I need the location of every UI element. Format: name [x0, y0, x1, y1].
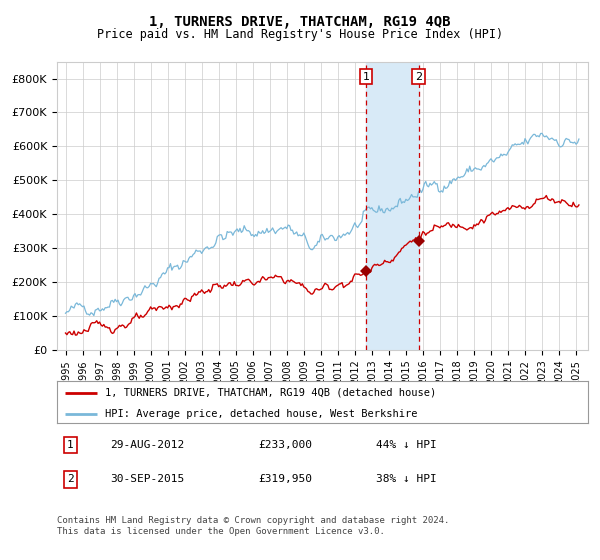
Text: 1, TURNERS DRIVE, THATCHAM, RG19 4QB (detached house): 1, TURNERS DRIVE, THATCHAM, RG19 4QB (de…: [105, 388, 436, 398]
Text: £233,000: £233,000: [259, 440, 313, 450]
Text: £319,950: £319,950: [259, 474, 313, 484]
Bar: [366, 62, 419, 350]
Text: 2: 2: [67, 474, 74, 484]
Text: Contains HM Land Registry data © Crown copyright and database right 2024.
This d: Contains HM Land Registry data © Crown c…: [57, 516, 449, 536]
Text: 30-SEP-2015: 30-SEP-2015: [110, 474, 184, 484]
Text: 2: 2: [415, 72, 422, 82]
Text: 44% ↓ HPI: 44% ↓ HPI: [376, 440, 436, 450]
Text: HPI: Average price, detached house, West Berkshire: HPI: Average price, detached house, West…: [105, 409, 417, 418]
Text: 1: 1: [67, 440, 74, 450]
Text: 38% ↓ HPI: 38% ↓ HPI: [376, 474, 436, 484]
Text: 1, TURNERS DRIVE, THATCHAM, RG19 4QB: 1, TURNERS DRIVE, THATCHAM, RG19 4QB: [149, 15, 451, 29]
Text: 29-AUG-2012: 29-AUG-2012: [110, 440, 184, 450]
Text: Price paid vs. HM Land Registry's House Price Index (HPI): Price paid vs. HM Land Registry's House …: [97, 28, 503, 41]
Text: 1: 1: [362, 72, 370, 82]
